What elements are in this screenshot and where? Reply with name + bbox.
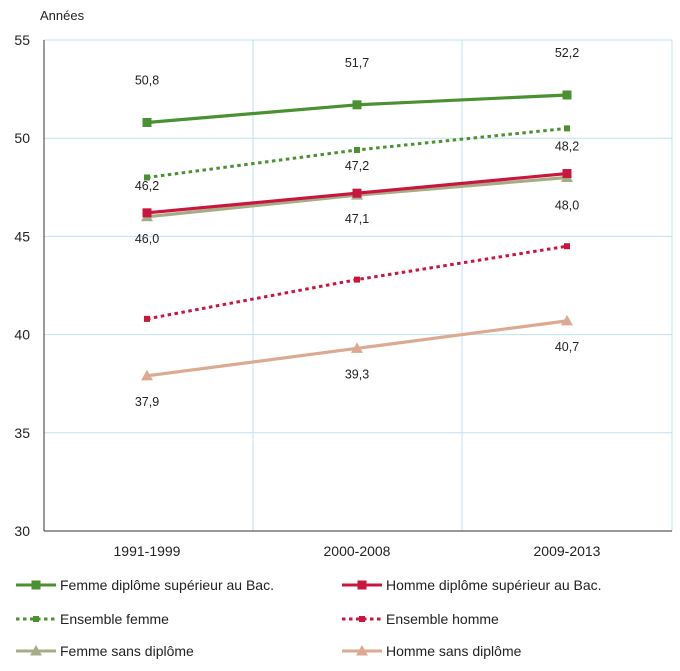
legend-label: Femme diplôme supérieur au Bac.	[60, 577, 274, 593]
data-label: 47,1	[345, 212, 369, 226]
series-point-2	[354, 146, 360, 153]
series-point-3	[354, 276, 360, 283]
data-label: 47,2	[345, 159, 369, 173]
series-marker-5	[561, 314, 573, 326]
series-marker-1	[562, 169, 572, 179]
legend-item: Homme diplôme supérieur au Bac.	[342, 574, 602, 596]
data-label: 39,3	[345, 367, 369, 381]
legend-marker	[30, 645, 42, 656]
series-marker-5	[141, 369, 153, 381]
chart-grid	[44, 39, 673, 531]
data-label: 37,9	[135, 395, 159, 409]
legend-label: Ensemble femme	[60, 611, 169, 627]
legend-swatch	[16, 616, 56, 622]
legend-marker	[356, 645, 368, 656]
data-label: 50,8	[135, 73, 159, 87]
data-label: 48,0	[555, 198, 579, 212]
legend-swatch	[16, 580, 56, 590]
series-marker-0	[352, 100, 362, 110]
legend-swatch	[16, 645, 56, 656]
series-marker-1	[142, 208, 152, 218]
series-point-2	[564, 125, 570, 132]
legend: Femme diplôme supérieur au Bac. Homme dip…	[16, 574, 666, 666]
legend-item: Femme diplôme supérieur au Bac.	[16, 574, 274, 596]
legend-swatch	[342, 616, 382, 622]
y-axis: 30 35 40 45 50 55	[14, 32, 45, 539]
data-labels: 50,8 51,7 52,2 46,2 47,2 48,2 46,0 47,1 48,0 37,9…	[135, 46, 579, 409]
series-marker-0	[142, 117, 152, 127]
y-axis-title: Années	[40, 8, 85, 23]
x-axis: 1991-1999 2000-2008 2009-2013	[44, 530, 672, 559]
y-tick-label: 55	[14, 32, 30, 48]
y-tick-label: 30	[14, 523, 30, 539]
series-point-3	[144, 315, 150, 322]
data-label: 40,7	[555, 340, 579, 354]
legend-item: Ensemble homme	[342, 608, 499, 630]
legend-label: Homme sans diplôme	[386, 643, 522, 659]
x-tick-label: 2000-2008	[324, 543, 391, 559]
series-lines	[141, 90, 573, 381]
series-point-2	[144, 174, 150, 181]
data-label: 51,7	[345, 56, 369, 70]
line-chart: Années 30 35 40 45 50 55 1991-1999 2000-2008 20…	[14, 8, 673, 559]
data-label: 52,2	[555, 46, 579, 60]
x-tick-label: 1991-1999	[114, 543, 181, 559]
data-label: 48,2	[555, 140, 579, 154]
series-point-3	[564, 243, 570, 250]
legend-label: Femme sans diplôme	[60, 643, 194, 659]
legend-item: Ensemble femme	[16, 608, 169, 630]
data-label: 46,0	[135, 232, 159, 246]
legend-marker	[31, 580, 41, 590]
series-line-3	[146, 244, 568, 321]
legend-item: Femme sans diplôme	[16, 640, 194, 662]
legend-swatch	[342, 645, 382, 656]
data-label: 46,2	[135, 179, 159, 193]
legend-marker	[357, 580, 367, 590]
legend-label: Homme diplôme supérieur au Bac.	[386, 577, 602, 593]
series-marker-0	[562, 90, 572, 100]
legend-swatch	[342, 580, 382, 590]
legend-label: Ensemble homme	[386, 611, 499, 627]
y-tick-label: 35	[14, 425, 30, 441]
y-tick-label: 40	[14, 327, 30, 343]
series-marker-5	[351, 342, 363, 353]
series-marker-1	[352, 188, 362, 198]
y-tick-label: 50	[14, 130, 30, 146]
legend-item: Homme sans diplôme	[342, 640, 521, 662]
x-tick-label: 2009-2013	[534, 543, 601, 559]
y-tick-label: 45	[14, 228, 30, 244]
